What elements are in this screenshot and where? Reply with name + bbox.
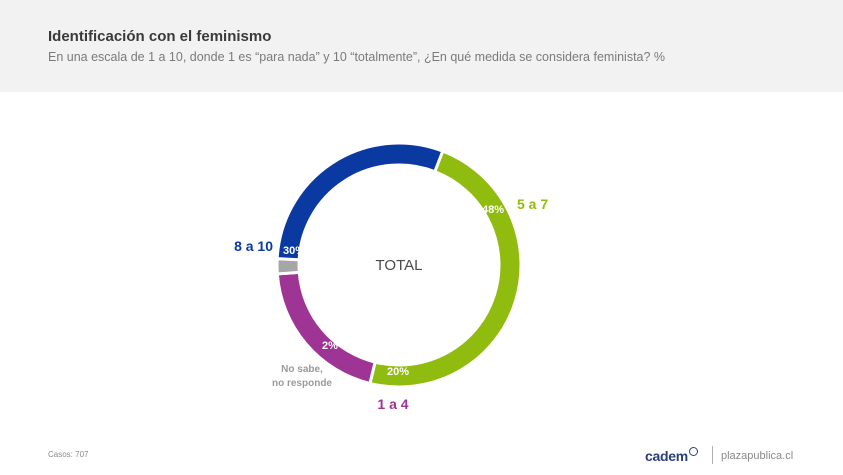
page-subtitle: En una escala de 1 a 10, donde 1 es “par… [48, 50, 666, 64]
logo-ring-icon [688, 446, 698, 456]
page-title: Identificación con el feminismo [48, 28, 272, 45]
brand-name: cadem [645, 448, 688, 464]
donut-center-label: TOTAL [376, 257, 423, 274]
header-band: Identificación con el feminismo En una e… [0, 0, 843, 92]
footer-divider [712, 446, 713, 464]
slice-value-1-a-4: 20% [387, 366, 409, 378]
slice-8-a-10 [275, 141, 445, 262]
slice-value-8-a-10: 30% [283, 245, 305, 257]
site-url: plazapublica.cl [721, 450, 794, 462]
slice-value-no-sabe-no-responde: 2% [322, 340, 338, 352]
slice-label-8-a-10: 8 a 10 [234, 238, 273, 254]
cadem-logo: cadem [645, 446, 698, 466]
slice-label-1-a-4: 1 a 4 [377, 396, 408, 412]
slice-label-5-a-7: 5 a 7 [517, 196, 548, 212]
slice-label-no-sabe-no-responde-line-2: no responde [272, 378, 332, 389]
slice-label-no-sabe-no-responde-line-1: No sabe, [281, 364, 323, 375]
slice-value-5-a-7: 48% [482, 204, 504, 216]
cases-count: Casos: 707 [48, 450, 89, 459]
